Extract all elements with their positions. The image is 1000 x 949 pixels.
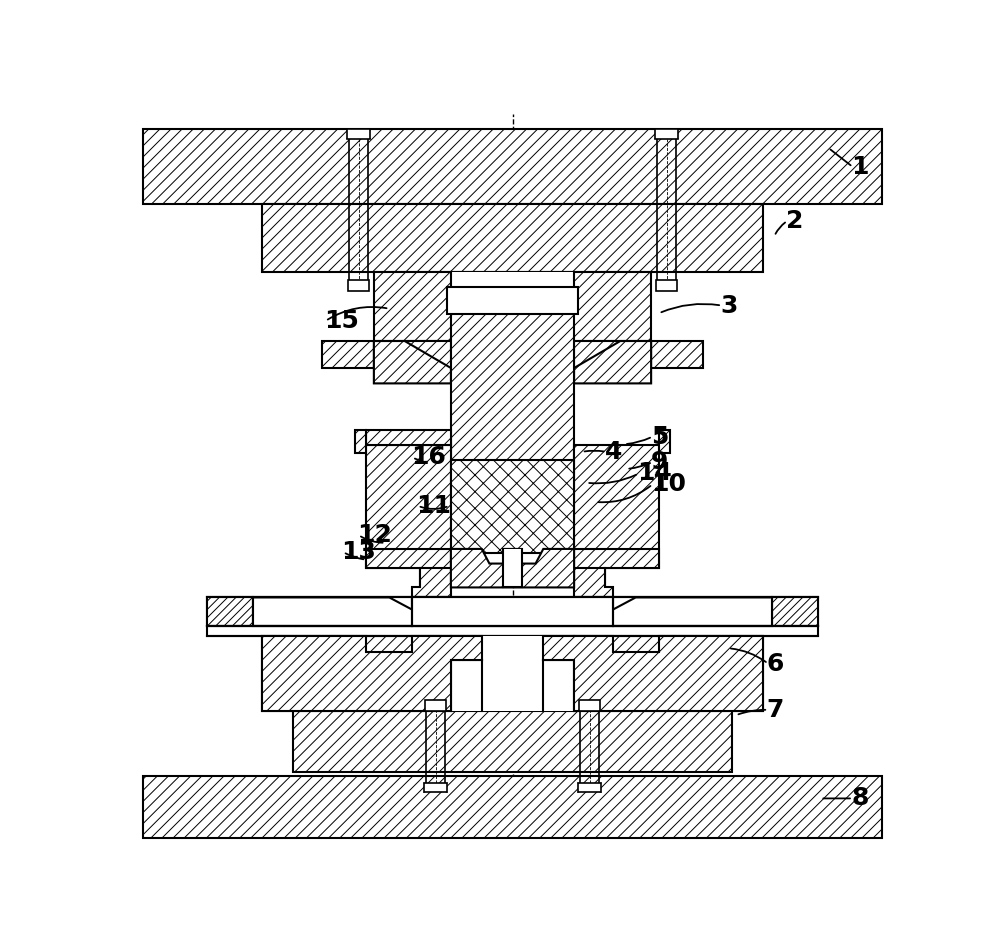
Bar [412, 598, 613, 626]
Polygon shape [543, 636, 763, 711]
Bar [613, 598, 772, 626]
Text: 6: 6 [767, 652, 784, 676]
Text: 3: 3 [720, 293, 738, 318]
Bar [772, 598, 818, 626]
Polygon shape [253, 598, 412, 626]
Text: 9: 9 [651, 450, 668, 474]
Text: 5: 5 [651, 424, 668, 449]
Bar [656, 280, 677, 291]
Text: 8: 8 [851, 787, 869, 810]
Text: 13: 13 [342, 540, 376, 564]
Bar [451, 271, 574, 306]
Polygon shape [374, 341, 451, 383]
Text: 2: 2 [786, 209, 803, 233]
Polygon shape [412, 568, 451, 598]
Bar [374, 271, 651, 341]
Text: 1: 1 [851, 155, 869, 179]
Text: 7: 7 [767, 698, 784, 722]
Polygon shape [578, 783, 601, 792]
Polygon shape [347, 129, 370, 139]
Bar [348, 280, 369, 291]
Text: 14: 14 [637, 461, 672, 486]
Polygon shape [613, 598, 772, 626]
Bar [451, 306, 574, 541]
Bar [503, 549, 522, 587]
Polygon shape [574, 549, 659, 587]
Text: 15: 15 [324, 309, 359, 333]
Polygon shape [374, 341, 451, 383]
Polygon shape [655, 129, 678, 139]
Bar [451, 460, 574, 552]
Bar [143, 776, 882, 838]
Bar [262, 204, 763, 271]
Bar [253, 598, 412, 626]
Polygon shape [651, 341, 703, 368]
Text: 4: 4 [605, 440, 622, 464]
Bar [447, 288, 578, 314]
Polygon shape [574, 341, 651, 383]
Text: 12: 12 [357, 523, 392, 547]
Bar [579, 699, 600, 711]
Bar [451, 636, 574, 711]
Polygon shape [262, 636, 482, 711]
Bar [207, 598, 253, 626]
Bar [366, 430, 451, 445]
Bar [293, 711, 732, 772]
Text: 10: 10 [651, 473, 686, 496]
Text: 11: 11 [416, 493, 451, 518]
Polygon shape [366, 549, 451, 587]
Polygon shape [574, 568, 613, 598]
Bar [207, 626, 818, 636]
Text: 16: 16 [411, 445, 446, 470]
Bar [143, 129, 882, 204]
Bar [659, 430, 670, 453]
Bar [574, 445, 659, 568]
Polygon shape [424, 783, 447, 792]
Bar [207, 598, 818, 626]
Polygon shape [322, 341, 374, 368]
Bar [366, 445, 451, 568]
Polygon shape [574, 341, 651, 383]
Bar [425, 699, 446, 711]
Polygon shape [451, 549, 574, 587]
Bar [262, 636, 763, 711]
Bar [355, 430, 366, 453]
